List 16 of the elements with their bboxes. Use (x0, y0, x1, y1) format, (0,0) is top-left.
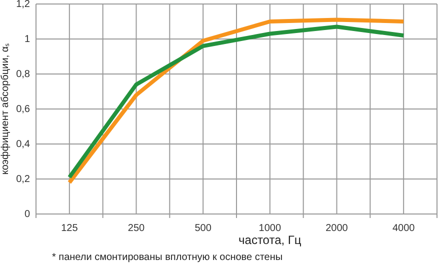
x-tick-label: 1000 (258, 223, 282, 234)
x-tick-label: 500 (194, 223, 212, 234)
x-tick-label: 250 (128, 223, 146, 234)
y-tick-label: 0,2 (16, 174, 30, 186)
x-tick-label: 4000 (392, 223, 416, 234)
x-tick-label: 125 (61, 223, 78, 234)
y-tick-label: 0,8 (16, 69, 30, 80)
y-tick-label: 1 (24, 34, 30, 46)
y-tick-label: 0,6 (16, 104, 30, 116)
y-tick-label: 0 (24, 209, 30, 220)
y-axis-title: коэффициент абсорбции, αₛ (0, 43, 11, 175)
y-tick-label: 0,4 (16, 139, 30, 150)
y-tick-label: 1,2 (16, 0, 30, 10)
x-tick-label: 2000 (326, 223, 348, 234)
x-axis-title: частота, Гц (238, 233, 302, 247)
text: * панели смонтированы вплотную к основе стены (52, 252, 283, 263)
